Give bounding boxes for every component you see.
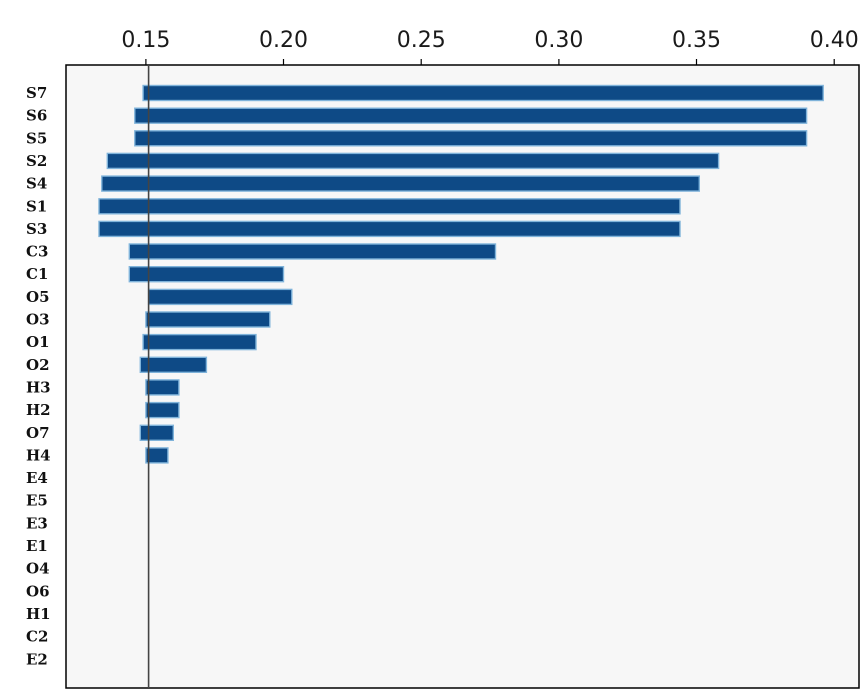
- category-label: S3: [26, 220, 47, 238]
- category-label: S4: [26, 175, 47, 193]
- bar-s2: [106, 152, 720, 170]
- category-label: O5: [26, 288, 50, 306]
- x-axis-ticks: 0.15 0.20 0.25 0.30 0.35 0.40: [121, 28, 859, 65]
- category-label: E3: [26, 514, 48, 532]
- category-label: O7: [26, 424, 50, 442]
- category-label: S2: [26, 152, 47, 170]
- bar-s1: [98, 198, 681, 215]
- bar-s3: [98, 220, 681, 238]
- bar-h2: [145, 401, 180, 419]
- bar-o1: [142, 333, 257, 351]
- bar-c1: [128, 266, 285, 283]
- category-label: H1: [26, 605, 51, 623]
- bar-h3: [145, 379, 180, 396]
- bar-o7: [139, 424, 175, 441]
- category-label: C3: [26, 243, 48, 261]
- category-label: E2: [26, 650, 48, 668]
- category-label: O4: [26, 560, 50, 578]
- category-label: C1: [26, 265, 48, 283]
- category-labels: S7 S6 S5 S2 S4 S1 S3 C3 C1 O5 O3 O1 O2 H3 H2 O7 H4 E4 E5 E3…: [26, 84, 51, 668]
- category-label: E5: [26, 492, 48, 510]
- category-label: H4: [26, 446, 51, 464]
- x-tick-label: 0.35: [672, 28, 721, 53]
- x-tick-label: 0.20: [259, 28, 308, 53]
- x-tick-label: 0.40: [810, 28, 859, 53]
- bars-group: [98, 84, 824, 464]
- bar-s7: [142, 84, 824, 102]
- category-label: O1: [26, 333, 50, 351]
- category-label: H3: [26, 378, 51, 396]
- bar-o5: [147, 288, 293, 306]
- bar-o3: [145, 311, 271, 328]
- category-label: E4: [26, 469, 48, 487]
- bar-s4: [101, 175, 701, 192]
- bar-o2: [139, 356, 208, 373]
- category-label: H2: [26, 401, 51, 419]
- category-label: S6: [26, 107, 47, 125]
- bar-h4: [145, 447, 169, 464]
- x-tick-label: 0.30: [534, 28, 583, 53]
- category-label: O6: [26, 582, 50, 600]
- bar-s6: [134, 107, 808, 124]
- x-tick-label: 0.15: [121, 28, 170, 53]
- bar-s5: [134, 130, 808, 147]
- category-label: O3: [26, 311, 50, 329]
- x-tick-label: 0.25: [397, 28, 446, 53]
- category-label: S7: [26, 84, 47, 102]
- category-label: S5: [26, 129, 47, 147]
- bar-c3: [128, 243, 497, 260]
- category-label: C2: [26, 628, 48, 646]
- category-label: O2: [26, 356, 50, 374]
- category-label: S1: [26, 197, 47, 215]
- category-label: E1: [26, 537, 48, 555]
